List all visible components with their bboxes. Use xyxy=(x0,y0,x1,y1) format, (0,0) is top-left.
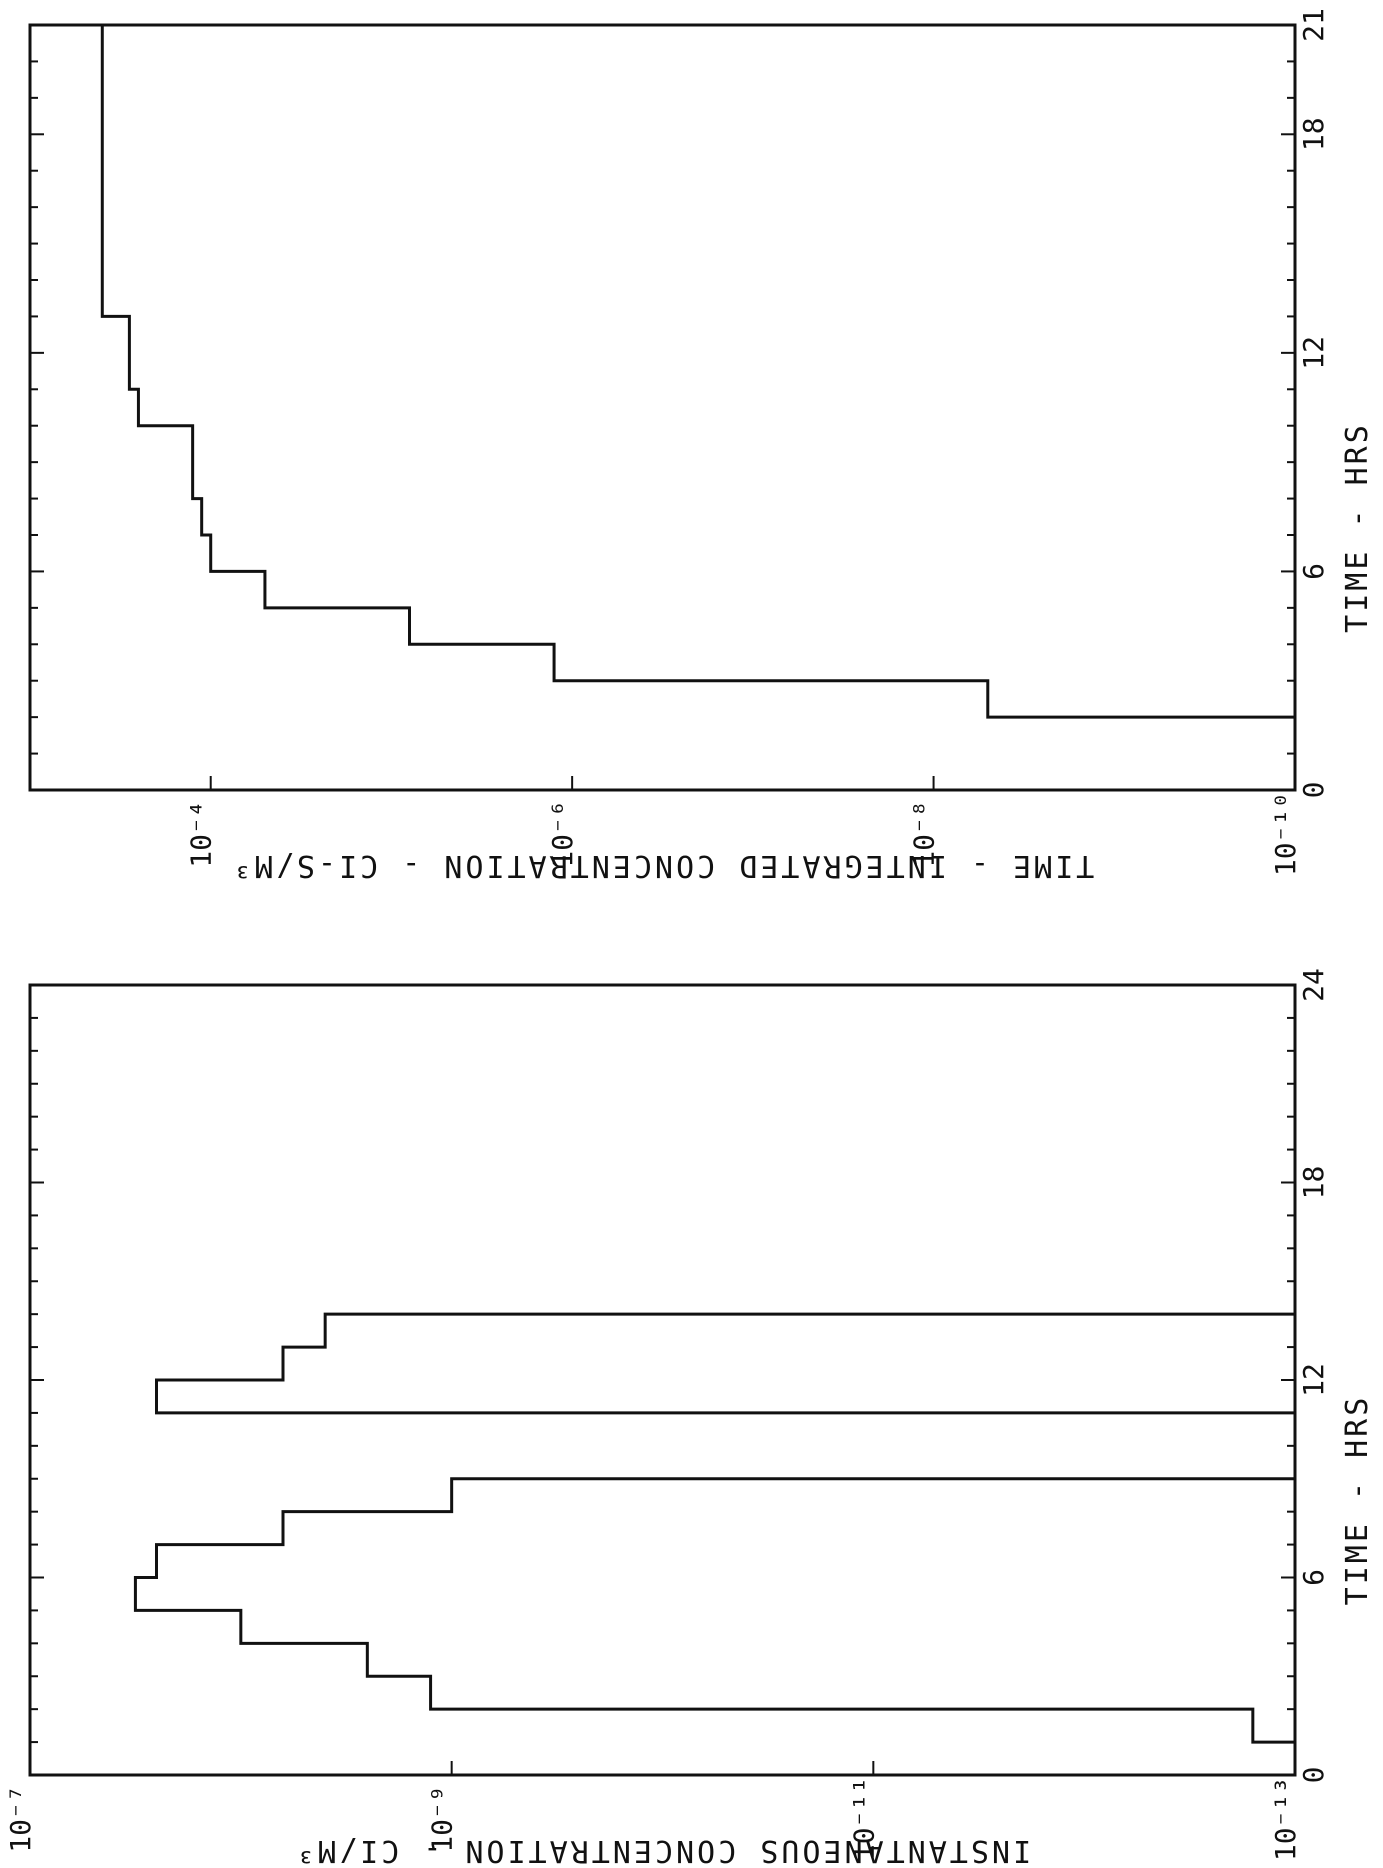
concentration-step-series xyxy=(100,25,1297,754)
x-tick-label: 0 xyxy=(1297,1767,1330,1784)
y-tick-label: 10⁻⁶ xyxy=(546,800,579,867)
x-axis-label: TIME - HRS xyxy=(1340,1395,1375,1606)
x-tick-label: 18 xyxy=(1297,1166,1330,1200)
instantaneous-concentration-chart: 0 6 12 18 24 10⁻¹³ 10⁻¹¹ 10⁻⁹ 10⁻⁷ TIME - HRS INST… xyxy=(4,968,1375,1868)
y-tick-label: 10⁻¹³ xyxy=(1269,1777,1302,1861)
x-tick-label: 0 xyxy=(1297,782,1330,799)
x-tick-label: 21 xyxy=(1297,8,1330,42)
x-axis-label: TIME - HRS xyxy=(1340,422,1375,633)
integrated-concentration-chart: 0 6 12 18 21 10⁻¹⁰ 10⁻⁸ 10⁻⁶ 10⁻⁴ TIME - HRS TIME … xyxy=(28,8,1375,883)
x-tick-label: 12 xyxy=(1297,336,1330,370)
y-axis-label: INSTANTANEOUS CONCENTRATION - CI/M³ xyxy=(294,1833,1031,1868)
x-tick-label: 24 xyxy=(1297,968,1330,1002)
x-tick-label: 18 xyxy=(1297,117,1330,151)
y-tick-label: 10⁻¹¹ xyxy=(847,1777,880,1861)
plot-frame xyxy=(28,23,1297,792)
y-tick-label: 10⁻⁹ xyxy=(426,1785,459,1852)
x-tick-label: 6 xyxy=(1297,1569,1330,1586)
y-axis-label: TIME - INTEGRATED CONCENTRATION - CI-S/M… xyxy=(231,848,1095,883)
x-tick-label: 12 xyxy=(1297,1363,1330,1397)
y-tick-label: 10⁻¹⁰ xyxy=(1269,792,1302,876)
y-tick-label: 10⁻⁷ xyxy=(4,1785,37,1852)
concentration-step-series xyxy=(133,985,1297,1744)
x-tick-label: 6 xyxy=(1297,563,1330,580)
y-tick-label: 10⁻⁸ xyxy=(908,800,941,867)
y-tick-label: 10⁻⁴ xyxy=(185,800,218,867)
